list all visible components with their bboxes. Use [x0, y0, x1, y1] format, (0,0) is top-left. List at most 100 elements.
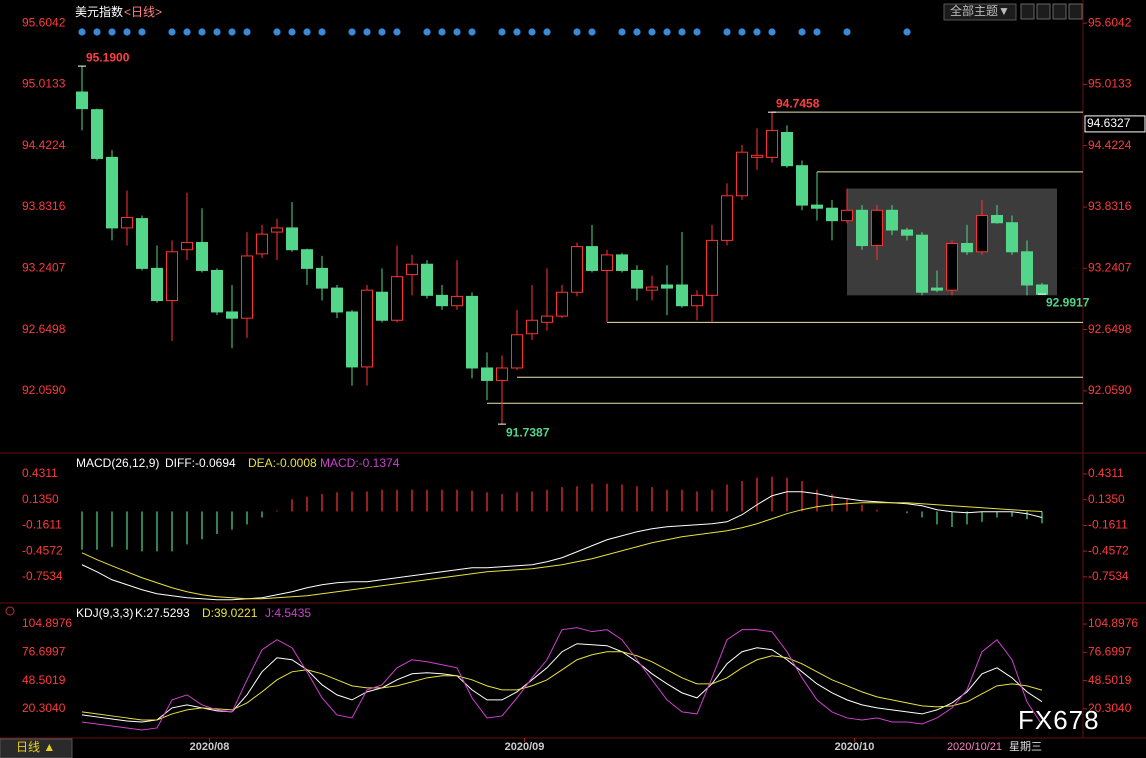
y-tick-label-right: 0.4311 — [1088, 466, 1124, 480]
period-label: <日线> — [124, 5, 162, 19]
event-dot — [693, 28, 701, 36]
annotation-label: 92.9917 — [1046, 295, 1090, 309]
candle-body — [541, 315, 553, 323]
event-dot — [453, 28, 461, 36]
event-dot — [813, 28, 821, 36]
period-tab[interactable] — [0, 738, 73, 758]
candle-body — [766, 129, 778, 158]
candle-body — [481, 367, 493, 381]
x-tick-label: 2020/09 — [505, 741, 545, 753]
legend-entry: D:39.0221 — [202, 606, 258, 620]
indicator-line — [81, 643, 1043, 723]
candle-body — [946, 242, 958, 291]
y-tick-label-left: 48.5019 — [22, 673, 66, 687]
event-dot — [243, 28, 251, 36]
candle-body — [976, 214, 988, 253]
candle-body — [736, 151, 748, 197]
candle-body — [91, 109, 103, 159]
event-dot — [843, 28, 851, 36]
candle-body — [181, 241, 193, 251]
event-dot — [108, 28, 116, 36]
theme-button-label[interactable]: 全部主题▼ — [950, 3, 1010, 18]
annotation-label: 94.7458 — [776, 96, 820, 110]
candle-body — [571, 246, 583, 293]
candle-body — [691, 294, 703, 307]
event-dot — [78, 28, 86, 36]
candle-body — [316, 267, 328, 289]
candle-body — [676, 284, 688, 307]
event-dot — [678, 28, 686, 36]
toolbar-icon[interactable] — [1020, 3, 1035, 20]
annotation-label: 95.1900 — [86, 50, 130, 64]
event-dot — [513, 28, 521, 36]
theme-button[interactable] — [943, 3, 1017, 21]
event-dot — [183, 28, 191, 36]
y-tick-label-left: 92.6498 — [22, 322, 66, 336]
y-tick-label-left: 20.3040 — [22, 701, 66, 715]
y-tick-label-left: 92.0590 — [22, 383, 66, 397]
y-tick-label-right: 0.1350 — [1088, 492, 1125, 506]
candle-body — [706, 239, 718, 296]
y-tick-label-left: -0.7534 — [22, 569, 63, 583]
y-tick-label-right: 93.2407 — [1088, 260, 1132, 274]
candle-body — [241, 255, 253, 319]
price-marker-label: 94.6327 — [1087, 116, 1131, 130]
toolbar-icon[interactable] — [1036, 3, 1051, 20]
event-dot — [198, 28, 206, 36]
period-tab-label[interactable]: 日线 ▲ — [16, 740, 55, 754]
x-tick-label: 2020/10 — [835, 741, 875, 753]
candle-body — [1036, 284, 1048, 295]
event-dot — [168, 28, 176, 36]
candle-body — [226, 311, 238, 319]
y-tick-label-right: 20.3040 — [1088, 701, 1132, 715]
event-dot — [318, 28, 326, 36]
y-tick-label-right: -0.7534 — [1088, 569, 1129, 583]
event-dot — [93, 28, 101, 36]
y-tick-label-left: -0.1611 — [22, 518, 62, 532]
indicator-line — [81, 627, 1043, 731]
y-tick-label-left: 93.8316 — [22, 199, 66, 213]
event-dot — [738, 28, 746, 36]
candle-body — [991, 214, 1003, 224]
y-tick-label-left: 94.4224 — [22, 138, 66, 152]
candle-body — [526, 319, 538, 335]
toolbar-icon[interactable] — [1052, 3, 1067, 20]
legend-entry: DEA:-0.0008 — [248, 456, 317, 470]
candle-body — [436, 294, 448, 307]
annotation-label: 91.7387 — [506, 425, 550, 439]
candle-body — [961, 242, 973, 253]
candle-body — [166, 251, 178, 302]
event-dot — [633, 28, 641, 36]
event-dot — [528, 28, 536, 36]
y-tick-label-right: -0.4572 — [1088, 543, 1129, 557]
event-dot — [423, 28, 431, 36]
candle-body — [661, 284, 673, 289]
candle-body — [931, 287, 943, 291]
event-dot — [753, 28, 761, 36]
x-tick-label: 2020/08 — [190, 741, 230, 753]
y-tick-label-right: 95.0133 — [1088, 77, 1132, 91]
event-dot — [648, 28, 656, 36]
event-dot — [303, 28, 311, 36]
candle-body — [286, 227, 298, 251]
candle-body — [106, 156, 118, 229]
event-dot — [138, 28, 146, 36]
candle-body — [751, 154, 763, 158]
y-tick-label-left: 104.8976 — [22, 616, 72, 630]
panel-title: KDJ(9,3,3) — [76, 606, 133, 620]
event-dot — [123, 28, 131, 36]
candle-body — [811, 204, 823, 209]
candle-body — [331, 287, 343, 313]
panel-icon[interactable] — [5, 606, 15, 616]
candle-body — [916, 234, 928, 293]
candle-body — [211, 269, 223, 313]
event-dot — [378, 28, 386, 36]
event-dot — [573, 28, 581, 36]
toolbar-icon[interactable] — [1068, 3, 1083, 20]
y-tick-label-left: 0.4311 — [22, 466, 58, 480]
y-tick-label-right: 92.6498 — [1088, 322, 1132, 336]
candle-body — [496, 367, 508, 381]
candle-body — [781, 131, 793, 167]
